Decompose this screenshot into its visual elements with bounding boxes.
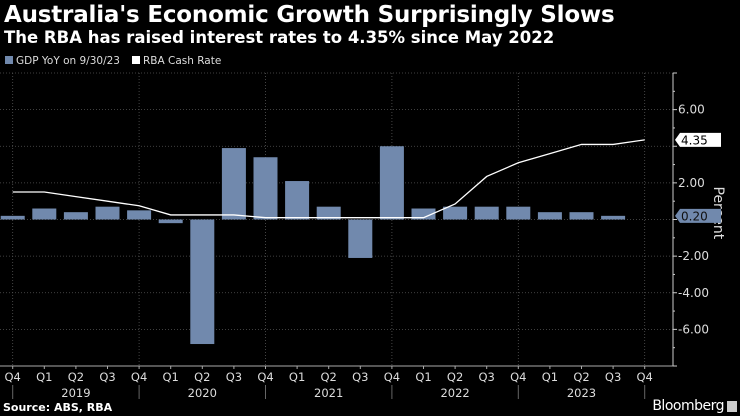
- bar-gdp: [190, 219, 215, 345]
- x-tick-label: Q4: [257, 370, 273, 384]
- x-year-label: 2022: [440, 386, 469, 400]
- legend: GDP YoY on 9/30/23 RBA Cash Rate: [5, 55, 221, 67]
- x-tick-label: Q1: [289, 370, 305, 384]
- chart-title: Australia's Economic Growth Surprisingly…: [4, 2, 615, 28]
- legend-item-gdp: GDP YoY on 9/30/23: [5, 55, 120, 67]
- bar-gdp: [63, 212, 88, 220]
- y-tick-label: 6.00: [678, 103, 705, 117]
- legend-label-gdp: GDP YoY on 9/30/23: [16, 55, 120, 67]
- legend-item-cash-rate: RBA Cash Rate: [131, 55, 222, 67]
- callout-label: 0.20: [681, 209, 708, 223]
- x-year-label: 2021: [314, 386, 343, 400]
- x-tick-label: Q3: [479, 370, 495, 384]
- chart-subtitle: The RBA has raised interest rates to 4.3…: [4, 28, 555, 47]
- x-tick-label: Q1: [36, 370, 52, 384]
- x-year-label: 2019: [61, 386, 90, 400]
- x-tick-label: Q2: [573, 370, 589, 384]
- y-tick-label: 2.00: [678, 176, 705, 190]
- callout-box: [675, 208, 721, 223]
- bar-gdp: [474, 206, 499, 220]
- bar-gdp: [95, 206, 120, 220]
- x-tick-label: Q4: [510, 370, 526, 384]
- source-note: Source: ABS, RBA: [3, 401, 113, 414]
- bloomberg-icon: [727, 401, 737, 412]
- x-tick-label: Q2: [321, 370, 337, 384]
- x-tick-label: Q4: [637, 370, 653, 384]
- bar-gdp: [443, 206, 468, 220]
- x-year-label: 2023: [567, 386, 596, 400]
- bar-gdp: [569, 212, 594, 220]
- brand-logo: Bloomberg: [652, 398, 724, 414]
- y-tick-label: -4.00: [678, 286, 709, 300]
- y-tick-label: -2.00: [678, 249, 709, 263]
- x-tick-label: Q3: [226, 370, 242, 384]
- bar-gdp: [0, 215, 25, 220]
- x-tick-label: Q2: [194, 370, 210, 384]
- x-tick-label: Q4: [5, 370, 21, 384]
- bar-gdp: [253, 157, 278, 220]
- callout-box: [675, 132, 721, 147]
- x-year-label: 2020: [188, 386, 217, 400]
- x-tick-label: Q1: [415, 370, 431, 384]
- bar-gdp: [316, 206, 341, 220]
- bar-gdp: [601, 215, 626, 220]
- bar-gdp: [127, 210, 152, 220]
- x-tick-label: Q2: [447, 370, 463, 384]
- bar-gdp: [32, 208, 57, 220]
- x-tick-label: Q1: [163, 370, 179, 384]
- legend-swatch-gdp: [5, 56, 13, 64]
- legend-swatch-cash-rate: [131, 56, 140, 64]
- callout-label: 4.35: [681, 133, 708, 147]
- bar-gdp: [221, 148, 246, 220]
- bar-gdp: [348, 219, 373, 258]
- bar-gdp: [411, 208, 436, 220]
- y-tick-label: -6.00: [678, 322, 709, 336]
- x-tick-label: Q4: [131, 370, 147, 384]
- x-tick-label: Q3: [99, 370, 115, 384]
- bar-gdp: [285, 181, 310, 220]
- bar-gdp: [537, 212, 562, 220]
- x-tick-label: Q3: [605, 370, 621, 384]
- x-tick-label: Q2: [68, 370, 84, 384]
- bar-gdp: [506, 206, 531, 220]
- line-cash-rate: [12, 139, 645, 219]
- x-tick-label: Q4: [384, 370, 400, 384]
- bar-gdp: [158, 219, 183, 224]
- x-tick-label: Q3: [352, 370, 368, 384]
- x-tick-label: Q1: [542, 370, 558, 384]
- legend-label-cash-rate: RBA Cash Rate: [142, 55, 222, 67]
- bar-gdp: [379, 146, 404, 220]
